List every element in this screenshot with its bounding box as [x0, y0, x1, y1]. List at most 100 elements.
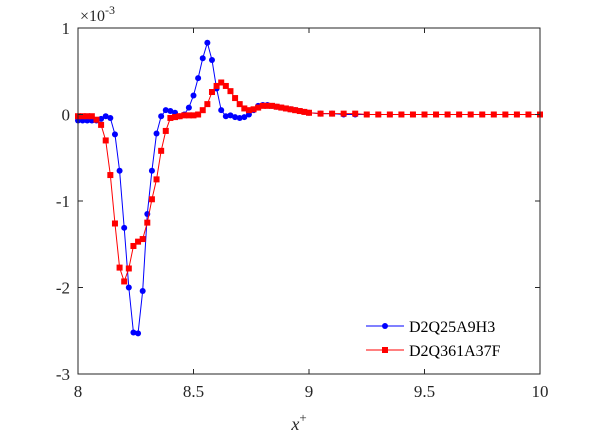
data-point — [296, 108, 303, 115]
data-point — [292, 107, 299, 114]
data-point — [363, 111, 370, 118]
data-point — [102, 137, 109, 144]
x-tick-label: 10 — [532, 382, 549, 401]
data-point — [259, 102, 266, 109]
data-point — [111, 131, 118, 138]
data-point — [139, 236, 146, 243]
data-point — [204, 101, 211, 108]
data-point — [139, 287, 146, 294]
data-point — [375, 111, 382, 118]
data-point — [241, 105, 248, 112]
data-point — [287, 106, 294, 113]
data-point — [467, 111, 474, 118]
data-point — [144, 219, 151, 226]
x-tick-label: 9.5 — [414, 382, 435, 401]
data-point — [135, 330, 142, 337]
y-exponent-label: ×10-3 — [80, 3, 115, 25]
x-tick-label: 8 — [74, 382, 83, 401]
y-tick-label: -3 — [56, 365, 70, 384]
data-point — [135, 238, 142, 245]
data-point — [162, 107, 169, 114]
data-point — [218, 79, 225, 86]
data-point — [241, 114, 248, 121]
data-point — [125, 284, 132, 291]
data-point — [125, 265, 132, 272]
data-point — [121, 224, 128, 231]
data-point — [340, 110, 347, 117]
data-point — [306, 109, 312, 116]
data-point — [227, 88, 234, 95]
data-point — [158, 147, 165, 154]
data-point — [329, 110, 336, 117]
data-point — [162, 127, 169, 134]
legend-label-series-2: D2Q361A37F — [409, 343, 501, 360]
data-point — [185, 112, 192, 119]
data-point — [98, 121, 105, 128]
data-point — [208, 57, 215, 64]
data-point — [479, 111, 486, 118]
data-point — [456, 111, 463, 118]
x-axis-title: x+ — [290, 410, 306, 434]
data-point — [490, 111, 497, 118]
data-point — [398, 111, 405, 118]
data-point — [79, 113, 86, 120]
data-point — [116, 264, 123, 271]
data-point — [213, 82, 220, 89]
data-point — [232, 95, 239, 102]
legend-box — [360, 311, 536, 367]
data-point — [148, 167, 155, 174]
data-point — [264, 102, 271, 109]
data-point — [222, 82, 229, 89]
data-point — [121, 278, 128, 285]
legend: D2Q25A9H3 D2Q361A37F — [360, 311, 536, 367]
data-point — [204, 39, 211, 46]
data-point — [93, 116, 100, 123]
data-point — [148, 196, 155, 203]
data-point — [245, 107, 252, 114]
x-tick-label: 9 — [305, 382, 314, 401]
data-point — [107, 172, 114, 179]
data-point — [195, 111, 202, 118]
data-point — [111, 220, 118, 227]
data-point — [190, 92, 197, 99]
data-point — [236, 114, 243, 121]
data-point — [444, 111, 451, 118]
data-point — [208, 89, 215, 96]
data-point — [278, 104, 285, 111]
x-axis-title-superscript: + — [299, 410, 306, 425]
data-point — [409, 111, 416, 118]
data-point — [301, 108, 308, 115]
data-point — [167, 108, 174, 115]
data-point — [227, 112, 234, 119]
y-tick-label: 1 — [62, 19, 71, 38]
data-point — [153, 130, 160, 137]
data-point — [317, 110, 324, 117]
data-point — [513, 111, 520, 118]
data-point — [232, 114, 239, 121]
data-point — [130, 329, 137, 336]
data-point — [107, 114, 114, 121]
data-point — [502, 111, 509, 118]
data-point — [158, 113, 165, 120]
y-tick-label: 0 — [62, 106, 71, 125]
data-point — [153, 176, 160, 183]
data-point — [190, 112, 197, 119]
legend-marker-series-2 — [382, 347, 388, 353]
data-point — [88, 113, 95, 120]
data-point — [102, 113, 109, 120]
legend-label-series-1: D2Q25A9H3 — [409, 319, 495, 336]
legend-marker-series-1 — [382, 323, 388, 329]
data-point — [273, 103, 280, 110]
y-tick-label: -1 — [56, 192, 70, 211]
data-point — [185, 104, 192, 111]
ticks-layer: 8 8.5 9 9.5 10 -3 -2 -1 0 1 — [56, 19, 549, 401]
y-exponent-power: -3 — [105, 3, 115, 17]
data-point — [282, 105, 289, 112]
data-point — [176, 113, 183, 120]
data-point — [172, 114, 179, 121]
data-point — [525, 111, 532, 118]
data-point — [116, 167, 123, 174]
data-point — [255, 104, 262, 111]
series-layer — [75, 39, 543, 337]
